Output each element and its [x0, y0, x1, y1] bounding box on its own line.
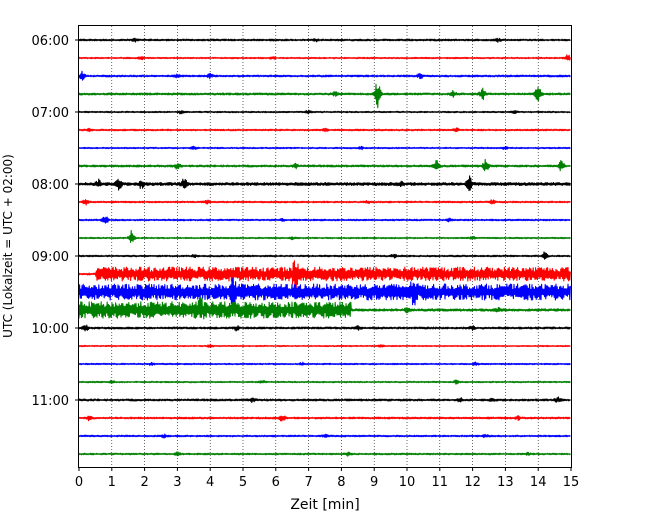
seismic-trace	[78, 230, 571, 244]
y-axis: 06:00 07:00 08:00 09:00 10:00 11:00	[32, 34, 79, 409]
seismic-trace	[78, 324, 571, 332]
seismic-trace	[78, 251, 571, 260]
seismic-trace	[78, 415, 571, 422]
y-tick-label: 08:00	[32, 178, 69, 193]
seismic-trace	[78, 145, 571, 151]
seismic-trace	[78, 199, 571, 206]
y-axis-label: UTC (Lokalzeit = UTC + 02:00)	[1, 154, 15, 338]
y-tick-label: 06:00	[32, 34, 69, 49]
seismic-trace	[78, 216, 571, 224]
x-tick-label: 1	[108, 475, 116, 490]
x-tick-label: 14	[530, 475, 547, 490]
x-axis: 0 1 2 3 4 5 6 7 8 9 10 11 12 13 14 15	[75, 467, 579, 490]
seismic-trace	[78, 158, 571, 172]
x-tick-label: 0	[75, 475, 83, 490]
x-tick-label: 12	[464, 475, 481, 490]
x-axis-label: Zeit [min]	[290, 497, 359, 513]
y-tick-label: 11:00	[32, 394, 69, 409]
x-tick-label: 10	[399, 475, 416, 490]
seismic-trace	[78, 127, 571, 133]
x-tick-label: 13	[497, 475, 514, 490]
seismic-trace	[78, 361, 571, 367]
seismic-trace	[78, 260, 571, 292]
seismic-trace	[78, 37, 571, 43]
seismic-trace	[78, 109, 571, 115]
x-tick-label: 15	[563, 475, 580, 490]
x-tick-label: 11	[432, 475, 449, 490]
y-tick-label: 10:00	[32, 322, 69, 337]
seismic-trace	[78, 296, 571, 320]
seismic-trace	[78, 276, 571, 306]
seismic-trace	[78, 175, 571, 192]
x-tick-label: 2	[140, 475, 148, 490]
y-tick-label: 07:00	[32, 106, 69, 121]
seismic-trace	[78, 70, 571, 81]
x-tick-label: 8	[337, 475, 345, 490]
seismic-trace	[78, 54, 571, 61]
x-tick-label: 5	[239, 475, 247, 490]
y-tick-label: 09:00	[32, 250, 69, 265]
x-tick-label: 3	[173, 475, 181, 490]
trace-group	[78, 37, 571, 457]
seismic-trace	[78, 83, 571, 109]
seismic-trace	[78, 343, 571, 348]
x-tick-label: 6	[272, 475, 280, 490]
x-tick-label: 9	[370, 475, 378, 490]
seismic-trace	[78, 379, 571, 385]
seismic-trace	[78, 396, 571, 404]
x-tick-label: 7	[304, 475, 312, 490]
seismic-trace	[78, 433, 571, 439]
x-tick-label: 4	[206, 475, 214, 490]
plot-frame	[78, 25, 572, 468]
seismic-trace	[78, 451, 571, 457]
